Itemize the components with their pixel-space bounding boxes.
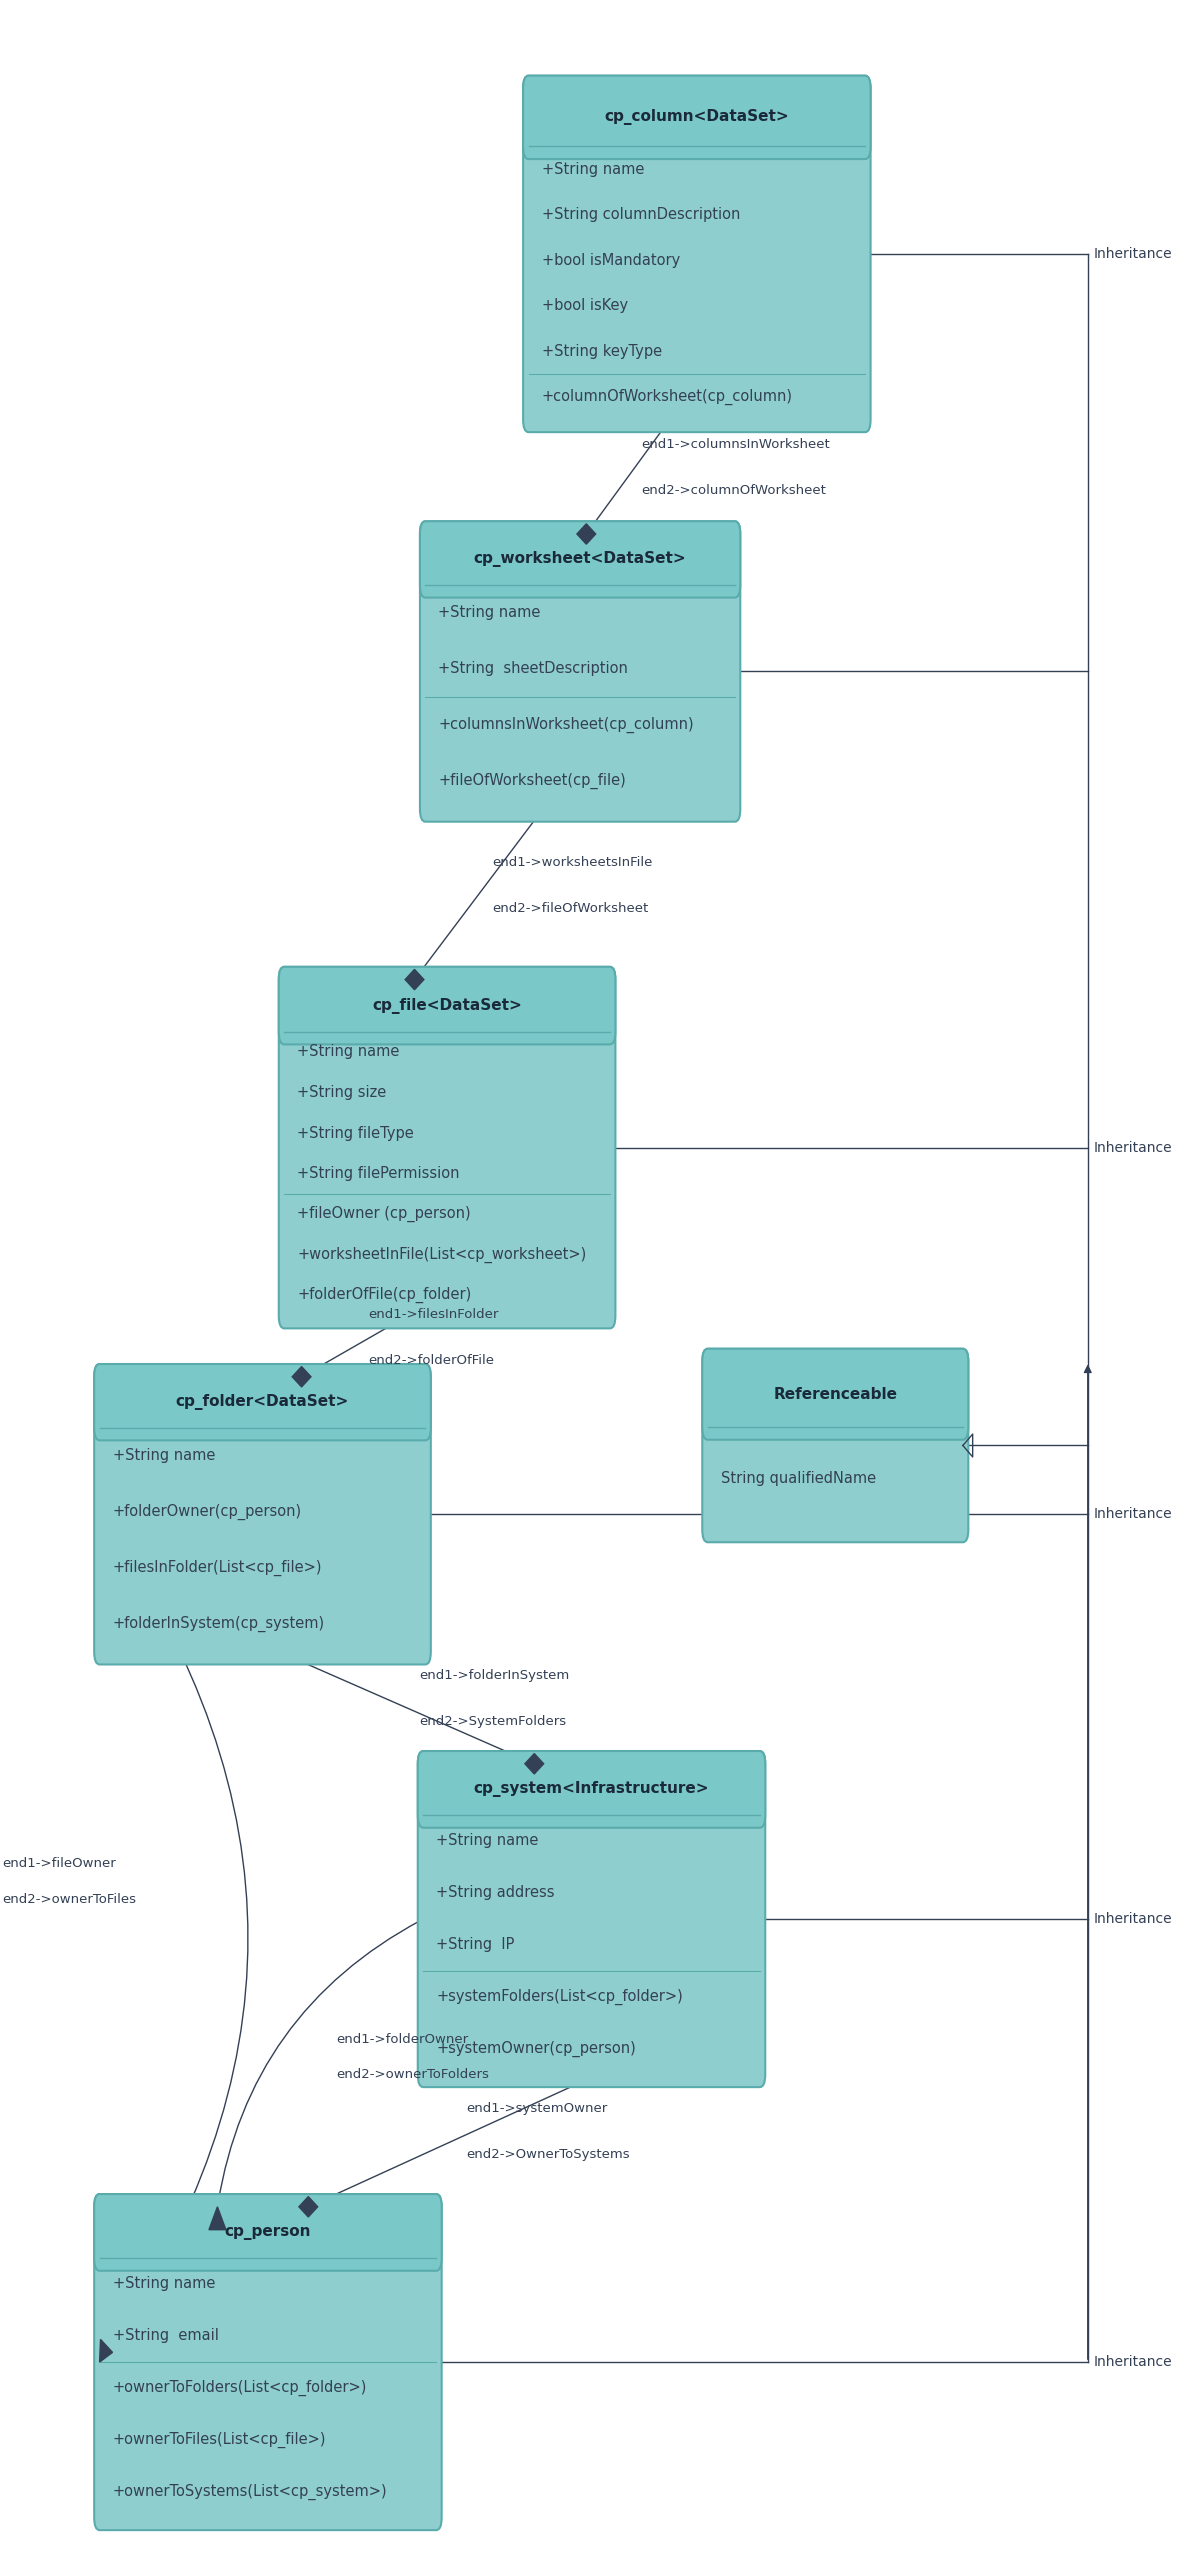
Text: +columnOfWorksheet(cp_column): +columnOfWorksheet(cp_column) [542,389,793,404]
Text: +bool isMandatory: +bool isMandatory [542,253,680,269]
FancyBboxPatch shape [279,968,615,1044]
Text: +folderInSystem(cp_system): +folderInSystem(cp_system) [112,1615,325,1631]
Text: +systemFolders(List<cp_folder>): +systemFolders(List<cp_folder>) [437,1989,683,2004]
Text: +String  sheetDescription: +String sheetDescription [439,660,628,676]
Text: Referenceable: Referenceable [774,1388,897,1403]
FancyBboxPatch shape [420,522,741,596]
Text: +ownerToFiles(List<cp_file>): +ownerToFiles(List<cp_file>) [112,2432,327,2447]
Text: Inheritance: Inheritance [1093,1912,1172,1925]
Text: end2->ownerToFolders: end2->ownerToFolders [336,2068,490,2081]
Text: +String name: +String name [542,161,644,177]
FancyArrowPatch shape [102,1516,248,2360]
FancyBboxPatch shape [420,522,741,822]
Text: +fileOwner (cp_person): +fileOwner (cp_person) [297,1206,471,1221]
Text: end2->fileOfWorksheet: end2->fileOfWorksheet [492,901,648,914]
Text: Inheritance: Inheritance [1093,246,1172,261]
Text: end2->ownerToFiles: end2->ownerToFiles [2,1892,136,1905]
Text: end1->worksheetsInFile: end1->worksheetsInFile [492,855,652,868]
Text: +worksheetInFile(List<cp_worksheet>): +worksheetInFile(List<cp_worksheet>) [297,1247,587,1262]
Text: cp_folder<DataSet>: cp_folder<DataSet> [176,1395,349,1411]
Text: end1->folderOwner: end1->folderOwner [336,2033,468,2045]
Text: end1->fileOwner: end1->fileOwner [2,1856,116,1869]
Text: end1->columnsInWorksheet: end1->columnsInWorksheet [641,438,830,451]
Text: +String size: +String size [297,1085,387,1101]
Text: Inheritance: Inheritance [1093,1142,1172,1155]
Text: +String name: +String name [297,1044,400,1060]
Text: String qualifiedName: String qualifiedName [720,1472,875,1485]
FancyBboxPatch shape [95,2194,441,2271]
Text: +ownerToSystems(List<cp_system>): +ownerToSystems(List<cp_system>) [112,2483,387,2499]
Text: +String address: +String address [437,1884,555,1900]
Text: +fileOfWorksheet(cp_file): +fileOfWorksheet(cp_file) [439,773,626,788]
FancyBboxPatch shape [418,1751,765,2086]
FancyBboxPatch shape [703,1349,969,1541]
FancyBboxPatch shape [523,77,871,159]
FancyArrowPatch shape [218,1920,421,2204]
Text: +bool isKey: +bool isKey [542,297,628,312]
Text: +columnsInWorksheet(cp_column): +columnsInWorksheet(cp_column) [439,717,694,732]
FancyBboxPatch shape [703,1349,969,1439]
Text: Inheritance: Inheritance [1093,1508,1172,1521]
Polygon shape [525,1754,544,1774]
Polygon shape [292,1367,311,1388]
Text: cp_system<Infrastructure>: cp_system<Infrastructure> [473,1782,710,1797]
Polygon shape [209,2207,226,2230]
Text: +folderOfFile(cp_folder): +folderOfFile(cp_folder) [297,1288,472,1303]
Text: +String name: +String name [112,2276,215,2291]
FancyBboxPatch shape [279,968,615,1329]
Text: +ownerToFolders(List<cp_folder>): +ownerToFolders(List<cp_folder>) [112,2381,367,2396]
Text: end1->systemOwner: end1->systemOwner [466,2102,608,2115]
Text: end2->folderOfFile: end2->folderOfFile [368,1354,493,1367]
FancyBboxPatch shape [95,1364,431,1664]
Polygon shape [299,2196,318,2217]
Polygon shape [405,970,424,991]
FancyBboxPatch shape [523,77,871,433]
FancyBboxPatch shape [418,1751,765,1828]
Text: +String name: +String name [112,1449,215,1464]
Text: +String name: +String name [439,604,541,620]
Text: cp_worksheet<DataSet>: cp_worksheet<DataSet> [474,550,686,568]
Text: end2->columnOfWorksheet: end2->columnOfWorksheet [641,484,826,497]
Text: cp_column<DataSet>: cp_column<DataSet> [605,110,789,125]
Text: end2->OwnerToSystems: end2->OwnerToSystems [466,2148,629,2161]
Text: +folderOwner(cp_person): +folderOwner(cp_person) [112,1503,302,1521]
Text: +String name: +String name [437,1833,538,1848]
Text: +String keyType: +String keyType [542,343,661,358]
Text: end1->folderInSystem: end1->folderInSystem [420,1669,570,1682]
FancyBboxPatch shape [95,1364,431,1441]
Text: +String columnDescription: +String columnDescription [542,207,739,223]
Text: +filesInFolder(List<cp_file>): +filesInFolder(List<cp_file>) [112,1559,322,1577]
Text: +String filePermission: +String filePermission [297,1167,460,1180]
Text: end2->SystemFolders: end2->SystemFolders [420,1715,567,1728]
Text: +String fileType: +String fileType [297,1126,414,1142]
Text: cp_person: cp_person [225,2225,311,2240]
Text: +String  IP: +String IP [437,1938,515,1953]
Text: Inheritance: Inheritance [1093,2355,1172,2368]
FancyBboxPatch shape [95,2194,441,2529]
Text: +systemOwner(cp_person): +systemOwner(cp_person) [437,2040,636,2056]
Text: cp_file<DataSet>: cp_file<DataSet> [373,998,522,1014]
Polygon shape [99,2340,112,2363]
Polygon shape [577,525,596,545]
Text: end1->filesInFolder: end1->filesInFolder [368,1308,498,1321]
Text: +String  email: +String email [112,2330,219,2342]
